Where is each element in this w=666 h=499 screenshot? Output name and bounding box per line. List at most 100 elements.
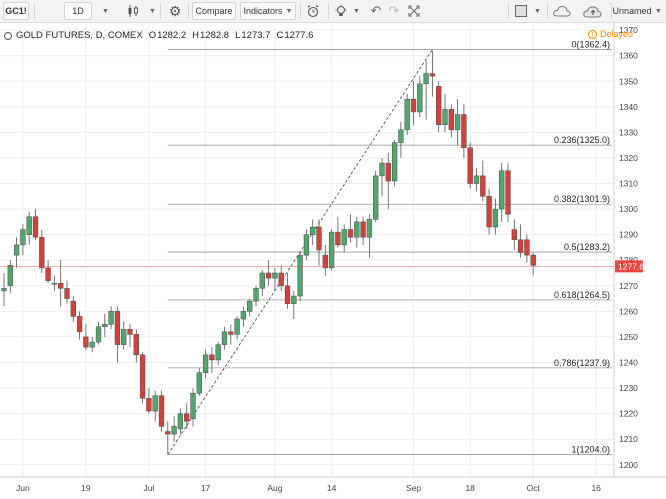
cloud-save-button[interactable] [551,2,573,20]
candle-body [505,170,511,215]
candle [278,265,284,291]
top-toolbar: GC1! 1D ▼ ▼ ⚙ Compare Indicators ▼ [0,0,666,23]
candle [26,211,32,245]
layout-name-button[interactable]: Unnamed [612,2,652,20]
candle [127,324,133,348]
candle [505,163,511,222]
candle-body [58,282,64,289]
toolbar-divider [188,3,189,19]
candle [284,273,291,309]
candle-body [335,231,341,246]
candles [1,50,536,455]
candle-body [1,288,7,292]
circle-icon [4,31,12,40]
undo-button[interactable]: ↶ [368,2,384,20]
candle-body [221,331,228,345]
candle [473,168,480,192]
layout-name-dropdown[interactable]: ▼ [652,2,662,20]
y-tick-label: 1350 [619,76,638,86]
candle [114,306,121,363]
candle-body [385,162,391,182]
candle-body [39,236,45,269]
fib-level-label: 0.236(1325.0) [554,135,610,145]
fullscreen-button[interactable] [406,2,422,20]
y-tick-label: 1220 [619,409,638,419]
x-tick-label: Jun [16,483,30,493]
series-title: GOLD FUTURES, D, COMEX [16,30,143,41]
candle-body [234,318,240,335]
delayed-badge[interactable]: ! Delayed [588,29,633,39]
candle-body [158,395,165,427]
candle-body [316,226,322,251]
candle [51,275,58,291]
candle-body [184,413,190,422]
low-key: L [235,30,241,41]
alert-button[interactable] [305,2,321,20]
candle [391,140,398,187]
chart-pane[interactable]: 0(1362.4) 0.236(1325.0) 0.382(1301.9) 0.5(1… [0,23,666,499]
candle-body [83,336,89,348]
candle [215,342,221,366]
chevron-down-icon: ▼ [285,7,293,15]
layout-button[interactable] [513,2,529,20]
candle [76,311,83,340]
last-price-badge [615,260,643,273]
cloud-upload-button[interactable] [581,2,605,20]
interval-dropdown[interactable]: ▼ [97,2,111,20]
candle-body [253,288,259,302]
chart-type-button[interactable] [126,2,140,20]
fib-level-label: 0.618(1264.5) [554,290,610,300]
settings-button[interactable]: ⚙ [167,2,183,20]
symbol-search-button[interactable]: GC1! [3,2,29,20]
compare-button[interactable]: Compare [192,2,236,20]
chart-type-dropdown[interactable]: ▼ [145,2,157,20]
candle-body [272,272,278,279]
cloud-icon [553,5,571,17]
candle [373,170,379,222]
candle [354,216,360,248]
last-price-label: 1277.6 [618,261,644,271]
y-tick-label: 1280 [619,255,638,265]
candle-body [190,392,196,420]
candle-body [328,231,335,269]
interval-button[interactable]: 1D [64,2,92,20]
candle-body [209,354,215,361]
layout-dropdown[interactable]: ▼ [531,2,541,20]
candle-body [45,267,51,281]
candle-body [127,329,133,335]
ideas-button[interactable] [334,2,348,20]
candle [70,296,76,322]
candle-body [448,109,454,131]
candle [171,416,177,442]
toolbar-divider [300,3,301,19]
price-chart[interactable]: 0(1362.4) 0.236(1325.0) 0.382(1301.9) 0.5(1… [0,23,666,499]
redo-button[interactable]: ↷ [386,2,402,20]
candle [165,421,171,455]
candle-body [202,354,209,373]
candle [524,234,530,263]
ideas-dropdown[interactable]: ▼ [350,2,360,20]
candle-body [417,83,423,113]
candle [265,260,272,286]
candle-body [341,229,347,246]
x-tick-label: 17 [201,483,211,493]
candle-body [265,272,272,279]
candle [247,298,253,317]
layout-name-label: Unnamed [612,6,652,16]
candle-body [171,426,177,435]
candle-body [436,86,442,125]
candles-icon [128,5,138,17]
gear-icon: ⚙ [168,2,182,19]
candle-body [139,354,146,399]
candle-body [7,265,13,287]
candle [108,306,114,330]
indicators-label: Indicators [243,6,283,16]
fibonacci-retracement[interactable]: 0(1362.4) 0.236(1325.0) 0.382(1301.9) 0.5(1… [167,40,612,455]
candle [228,324,234,345]
fib-level-label: 0(1362.4) [571,40,610,50]
fib-level-label: 0.5(1283.2) [564,242,610,252]
candle-body [354,221,360,238]
y-tick-label: 1260 [619,306,638,316]
candle [429,50,436,97]
indicators-button[interactable]: Indicators ▼ [240,2,296,20]
